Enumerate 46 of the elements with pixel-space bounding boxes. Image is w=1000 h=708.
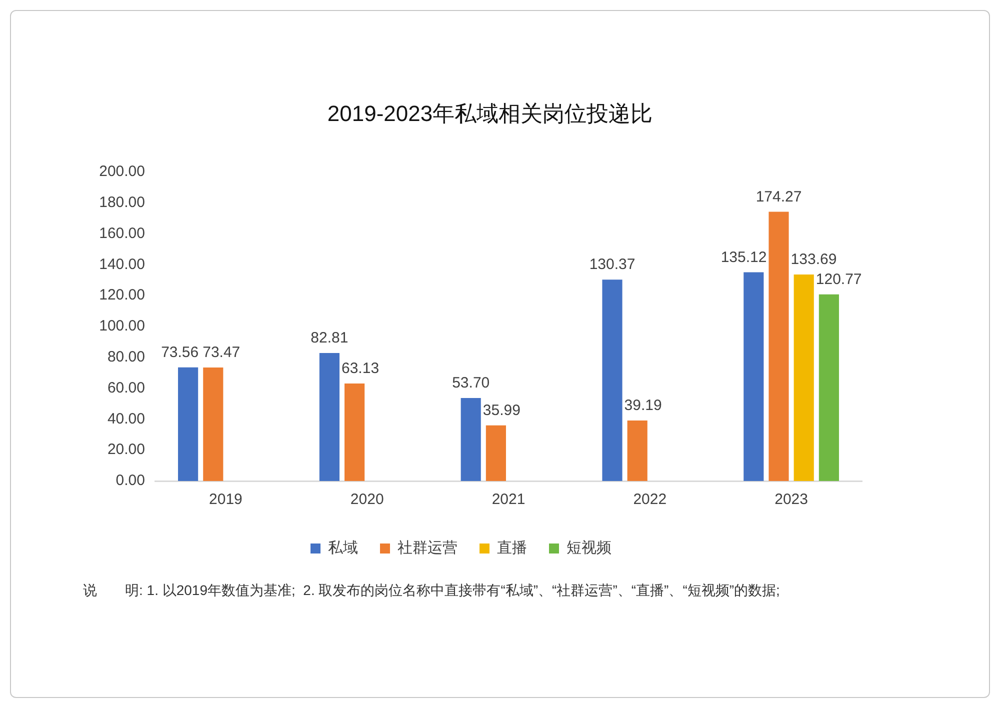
data-label: 130.37 (589, 256, 636, 274)
y-tick-label: 0.00 (116, 472, 145, 490)
y-tick-label: 200.00 (99, 163, 145, 180)
data-label: 135.12 (720, 248, 767, 266)
data-label: 73.56 (161, 344, 199, 361)
bar (627, 420, 648, 481)
legend-label: 私域 (328, 540, 358, 557)
legend-label: 直播 (497, 540, 527, 557)
x-tick-label: 2019 (209, 491, 242, 508)
x-tick-label: 2023 (774, 491, 808, 508)
data-label: 82.81 (310, 330, 348, 347)
y-tick-label: 100.00 (99, 318, 145, 335)
x-tick-label: 2021 (492, 491, 526, 508)
data-label: 53.70 (452, 374, 490, 392)
data-label: 63.13 (341, 360, 380, 378)
y-tick-label: 20.00 (107, 441, 145, 458)
bar (344, 383, 365, 481)
legend-label: 短视频 (566, 540, 612, 557)
y-tick-label: 140.00 (99, 256, 145, 273)
x-tick-label: 2022 (633, 491, 667, 508)
bar (768, 212, 789, 481)
data-label: 35.99 (482, 402, 520, 420)
bar (178, 367, 198, 481)
data-label: 39.19 (624, 397, 662, 414)
y-tick-label: 80.00 (107, 348, 145, 366)
data-label: 73.47 (202, 344, 240, 362)
y-tick-label: 120.00 (99, 286, 145, 304)
bar (319, 353, 340, 481)
bar (460, 398, 481, 481)
bar (203, 367, 224, 481)
y-tick-label: 40.00 (107, 410, 145, 428)
bar (794, 274, 814, 481)
bar (818, 294, 839, 481)
text: 说 明: 1. 以2019年数值为基准; 2. 取发布的岗位名称中直接带有“私域”、“社群运营”、“直播”、“短视频”的数据; (83, 582, 780, 600)
x-tick-label: 2020 (350, 491, 384, 508)
bar (744, 272, 764, 481)
data-label: 133.69 (790, 251, 837, 268)
y-tick-label: 60.00 (107, 379, 145, 396)
y-tick-label: 180.00 (99, 194, 145, 212)
chart-title: 2019-2023年私域相关岗位投递比 (326, 100, 654, 128)
data-label: 120.77 (816, 271, 862, 288)
bar (486, 425, 506, 481)
data-label: 174.27 (756, 188, 802, 206)
legend-label: 社群运营 (398, 540, 458, 557)
y-tick-label: 160.00 (99, 224, 145, 242)
bar (602, 280, 622, 481)
